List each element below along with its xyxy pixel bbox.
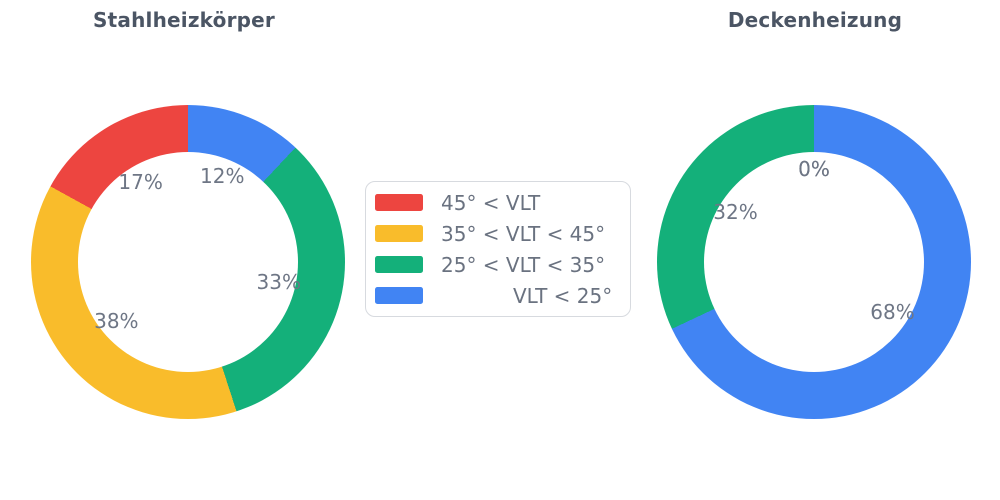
legend-item: 35° < VLT < 45° bbox=[375, 221, 618, 246]
percent-label: 17% bbox=[118, 169, 163, 194]
legend-swatch bbox=[375, 287, 423, 304]
donut-chart-deckenheizung: 0% 0% 32% 68% bbox=[657, 105, 971, 419]
percent-label: 33% bbox=[256, 270, 301, 295]
percent-label: 0% bbox=[798, 157, 830, 181]
percent-label: 12% bbox=[200, 163, 245, 188]
legend-swatch bbox=[375, 256, 423, 273]
percent-label: 68% bbox=[870, 299, 915, 324]
donut-hole bbox=[704, 152, 924, 372]
chart-title-deckenheizung: Deckenheizung bbox=[727, 8, 903, 32]
legend-swatch bbox=[375, 194, 423, 211]
donut-chart-stahlheizkoerper: 17% 38% 33% 12% bbox=[31, 105, 345, 419]
percent-label: 38% bbox=[94, 309, 139, 334]
percent-label: 0% bbox=[798, 157, 830, 181]
percent-labels: 17% 38% 33% 12% bbox=[31, 105, 345, 419]
legend-swatch bbox=[375, 225, 423, 242]
legend-item-label: VLT < 25° bbox=[513, 283, 613, 308]
percent-labels: 0% 0% 32% 68% bbox=[657, 105, 971, 419]
legend-item-label: 35° < VLT < 45° bbox=[441, 221, 606, 246]
legend-item: VLT < 25° bbox=[375, 283, 618, 308]
legend-item-label: 45° < VLT bbox=[441, 190, 541, 215]
legend-item-label: 25° < VLT < 35° bbox=[441, 252, 606, 277]
legend-item: 45° < VLT bbox=[375, 190, 618, 215]
percent-label: 32% bbox=[713, 200, 758, 225]
legend: 45° < VLT 35° < VLT < 45° 25° < VLT < 35° V… bbox=[365, 181, 631, 317]
donut-hole bbox=[78, 152, 298, 372]
legend-items: 45° < VLT 35° < VLT < 45° 25° < VLT < 35° V… bbox=[375, 190, 618, 308]
chart-title-stahlheizkoerper: Stahlheizkörper bbox=[93, 8, 275, 32]
legend-item: 25° < VLT < 35° bbox=[375, 252, 618, 277]
